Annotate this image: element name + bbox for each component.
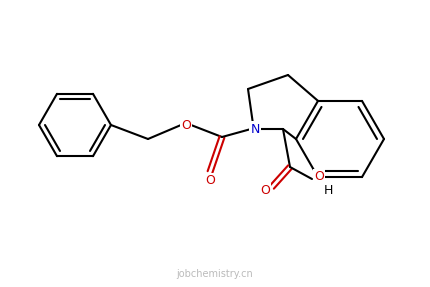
Text: O: O	[205, 174, 215, 187]
Text: jobchemistry.cn: jobchemistry.cn	[176, 269, 253, 279]
Text: O: O	[313, 170, 323, 183]
Text: O: O	[259, 183, 269, 197]
Text: H: H	[322, 185, 332, 197]
Text: N: N	[250, 123, 259, 135]
Text: O: O	[181, 119, 190, 131]
